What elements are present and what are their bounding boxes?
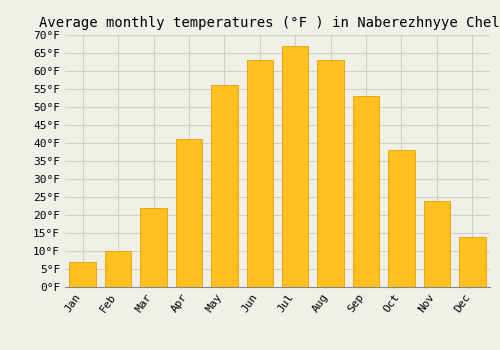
Bar (353, 96, 380, 287)
Bar (105, 251, 132, 287)
Bar (318, 60, 344, 287)
Bar (282, 46, 308, 287)
Title: Average monthly temperatures (°F ) in Naberezhnyye Chelny: Average monthly temperatures (°F ) in Na… (39, 16, 500, 30)
Bar (459, 237, 485, 287)
Bar (424, 201, 450, 287)
Bar (70, 262, 96, 287)
Bar (140, 208, 167, 287)
Bar (246, 60, 273, 287)
Bar (211, 85, 238, 287)
Bar (388, 150, 414, 287)
Bar (176, 139, 202, 287)
